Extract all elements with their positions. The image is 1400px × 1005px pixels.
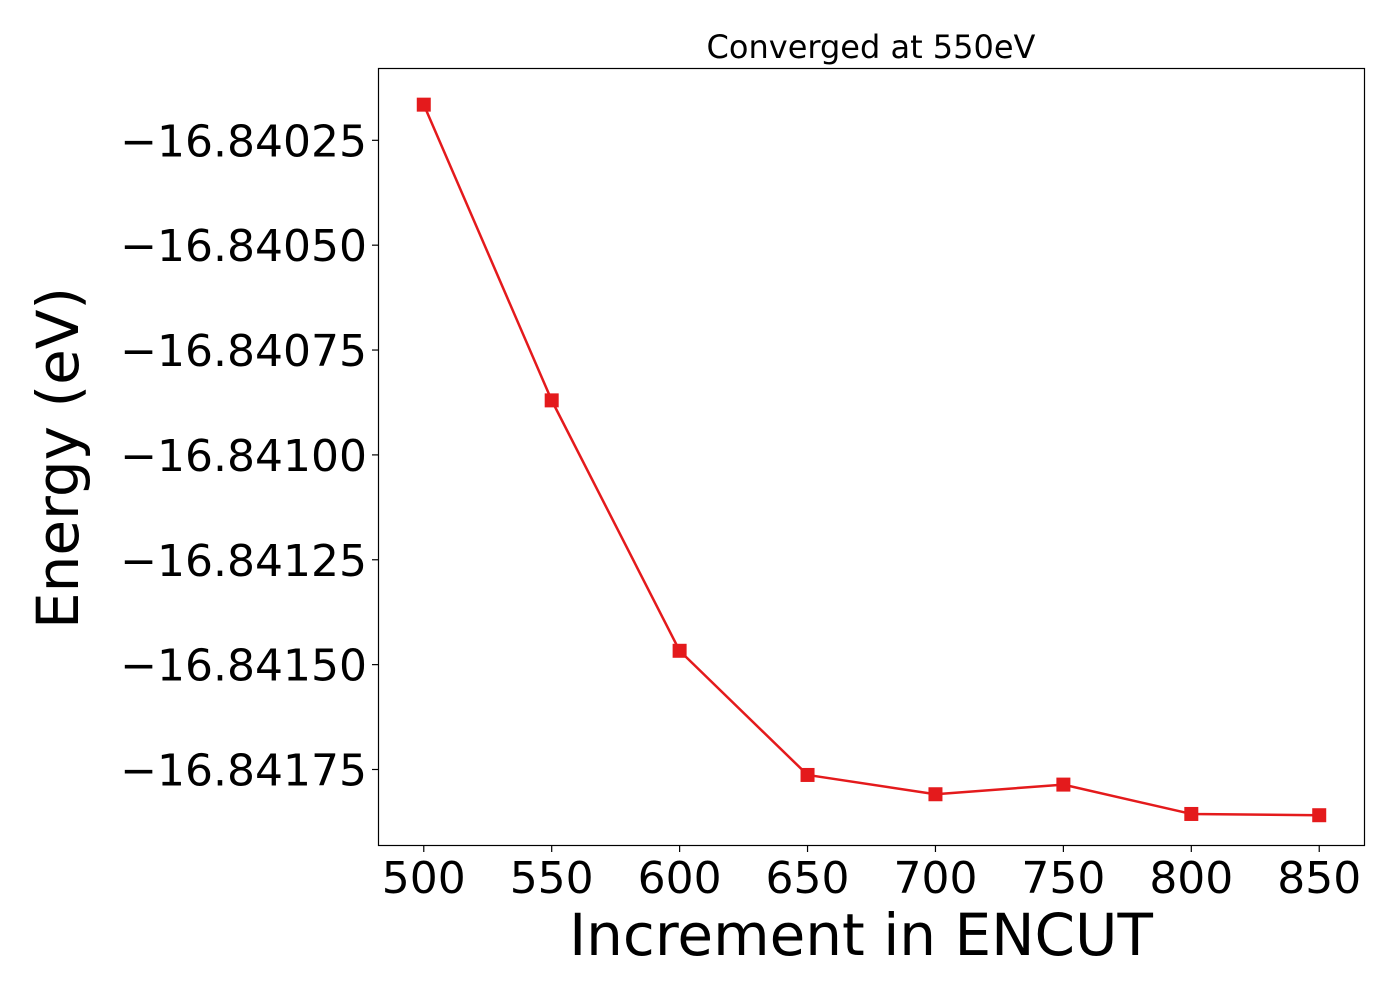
data-point-marker bbox=[1312, 808, 1327, 823]
y-tick-label: −16.84175 bbox=[120, 745, 367, 796]
x-axis-label: Increment in ENCUT bbox=[569, 901, 1153, 969]
x-tick-label: 650 bbox=[766, 853, 850, 904]
y-tick-label: −16.84100 bbox=[120, 431, 367, 482]
data-point-marker bbox=[1056, 777, 1071, 792]
y-axis-label: Energy (eV) bbox=[24, 287, 92, 629]
data-point-marker bbox=[416, 97, 431, 112]
data-point-marker bbox=[544, 393, 559, 408]
chart-title: Converged at 550eV bbox=[707, 28, 1036, 66]
y-tick-label: −16.84025 bbox=[120, 116, 367, 167]
data-point-marker bbox=[1184, 806, 1199, 821]
x-tick-label: 800 bbox=[1149, 853, 1233, 904]
x-tick-label: 750 bbox=[1021, 853, 1105, 904]
x-tick-label: 600 bbox=[638, 853, 722, 904]
y-tick-label: −16.84125 bbox=[120, 536, 367, 587]
data-point-marker bbox=[672, 643, 687, 658]
series-layer bbox=[416, 97, 1327, 823]
plot-area-frame bbox=[377, 67, 1366, 847]
ticks-layer: −16.84025 −16.84050 −16.84075 −16.84100 −16.… bbox=[120, 116, 1361, 904]
y-tick-label: −16.84150 bbox=[120, 641, 367, 692]
x-tick-label: 500 bbox=[382, 853, 466, 904]
x-tick-label: 550 bbox=[510, 853, 594, 904]
y-tick-label: −16.84075 bbox=[120, 326, 367, 377]
x-tick-label: 700 bbox=[893, 853, 977, 904]
data-point-marker bbox=[800, 767, 815, 782]
y-tick-label: −16.84050 bbox=[120, 221, 367, 272]
series-line bbox=[422, 104, 1320, 817]
data-point-marker bbox=[928, 787, 943, 802]
x-tick-label: 850 bbox=[1277, 853, 1361, 904]
